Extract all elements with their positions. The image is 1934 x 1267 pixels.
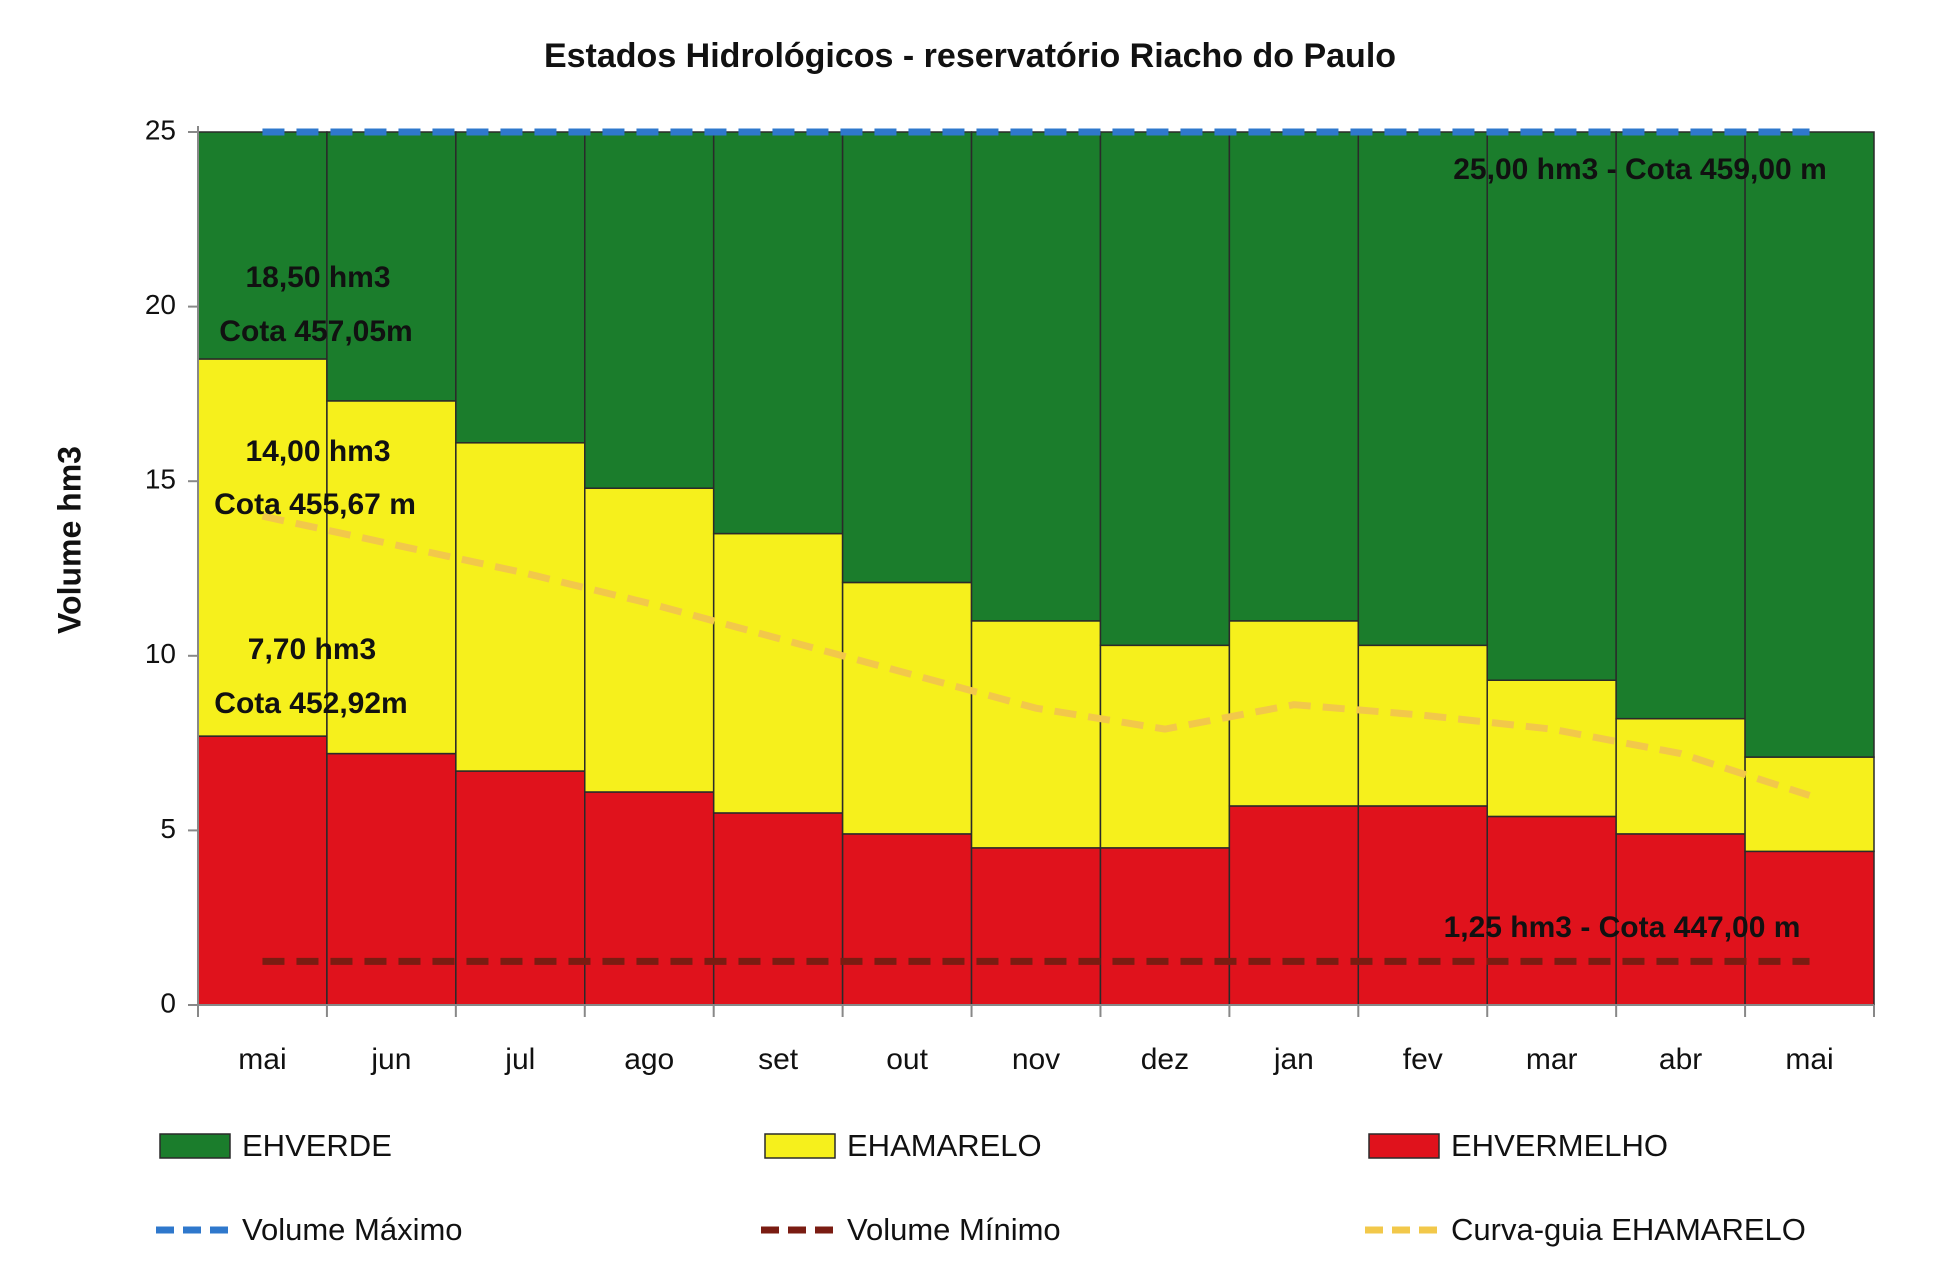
legend-label: EHAMARELO [847,1128,1042,1163]
bar-segment [841,833,973,1006]
legend-swatch [159,1133,231,1159]
bar-segment [584,487,715,793]
bar-segment [326,400,457,755]
y-tick-label: 15 [145,464,176,495]
bar-segment [712,532,844,814]
x-tick-label: set [758,1043,799,1076]
bar-segment [326,752,457,1006]
bar-segment [1486,131,1617,681]
chart-title: Estados Hidrológicos - reservatório Riac… [544,37,1396,75]
annotation: 25,00 hm3 - Cota 459,00 m [1453,153,1827,186]
bar-segment [1228,620,1360,807]
annotation: Cota 452,92m [214,687,407,720]
bar-segment [1615,717,1746,835]
bar-segment [1228,131,1360,622]
x-tick-label: jun [370,1043,411,1076]
legend-swatch [1368,1133,1440,1159]
bar-segment [197,358,328,737]
legend-label: Curva-guia EHAMARELO [1451,1212,1806,1247]
annotation: Cota 457,05m [219,315,412,348]
bar-segment [455,770,586,1006]
y-tick-label: 5 [160,813,176,844]
x-tick-label: mai [1785,1043,1833,1076]
annotation: 1,25 hm3 - Cota 447,00 m [1444,911,1801,944]
y-tick-label: 0 [160,987,176,1018]
bar-segment [326,131,457,402]
legend-label: Volume Mínimo [847,1212,1061,1247]
x-tick-label: nov [1012,1043,1060,1076]
annotation: 18,50 hm3 [245,261,390,294]
bar-segment [455,131,586,444]
bar-segment [970,847,1102,1006]
x-tick-label: abr [1659,1043,1702,1076]
x-tick-label: jan [1273,1043,1314,1076]
x-tick-label: jul [504,1043,535,1076]
bar-segment [1744,756,1875,853]
x-tick-label: ago [624,1043,674,1076]
bar-segment [1357,131,1488,647]
annotation: Cota 455,67 m [214,488,416,521]
bar-segment [1357,644,1488,807]
bar-segment [712,812,844,1006]
legend-swatch [764,1133,836,1159]
bar-segment [712,131,844,535]
bar-segment [970,620,1102,849]
legend-label: EHVERDE [242,1128,392,1163]
annotation: 7,70 hm3 [248,633,376,666]
y-tick-label: 20 [145,289,176,320]
x-tick-label: mar [1526,1043,1578,1076]
x-tick-label: fev [1403,1043,1443,1076]
bar-segment [584,791,715,1006]
bar-segment [841,131,973,584]
x-tick-label: out [886,1043,928,1076]
legend-label: EHVERMELHO [1451,1128,1668,1163]
bar-segment [455,442,586,772]
bar-segment [1228,805,1360,1006]
bar-segment [584,131,715,489]
bar-segment [1744,131,1875,758]
bar-segment [970,131,1102,622]
bar-segment [1615,131,1746,720]
y-axis-label: Volume hm3 [51,446,87,634]
x-tick-label: dez [1141,1043,1189,1076]
bar-segment [1486,679,1617,818]
line-series [261,512,1811,799]
bar-segment [1099,131,1231,647]
legend-label: Volume Máximo [242,1212,463,1247]
bar-segment [1099,644,1231,849]
bar-segment [841,581,973,835]
x-tick-label: mai [238,1043,286,1076]
y-tick-label: 25 [145,114,176,145]
annotation: 14,00 hm3 [245,435,390,468]
bar-segment [1744,850,1875,1006]
y-tick-label: 10 [145,638,176,669]
bar-segment [1099,847,1231,1006]
bar-segment [1357,805,1488,1006]
